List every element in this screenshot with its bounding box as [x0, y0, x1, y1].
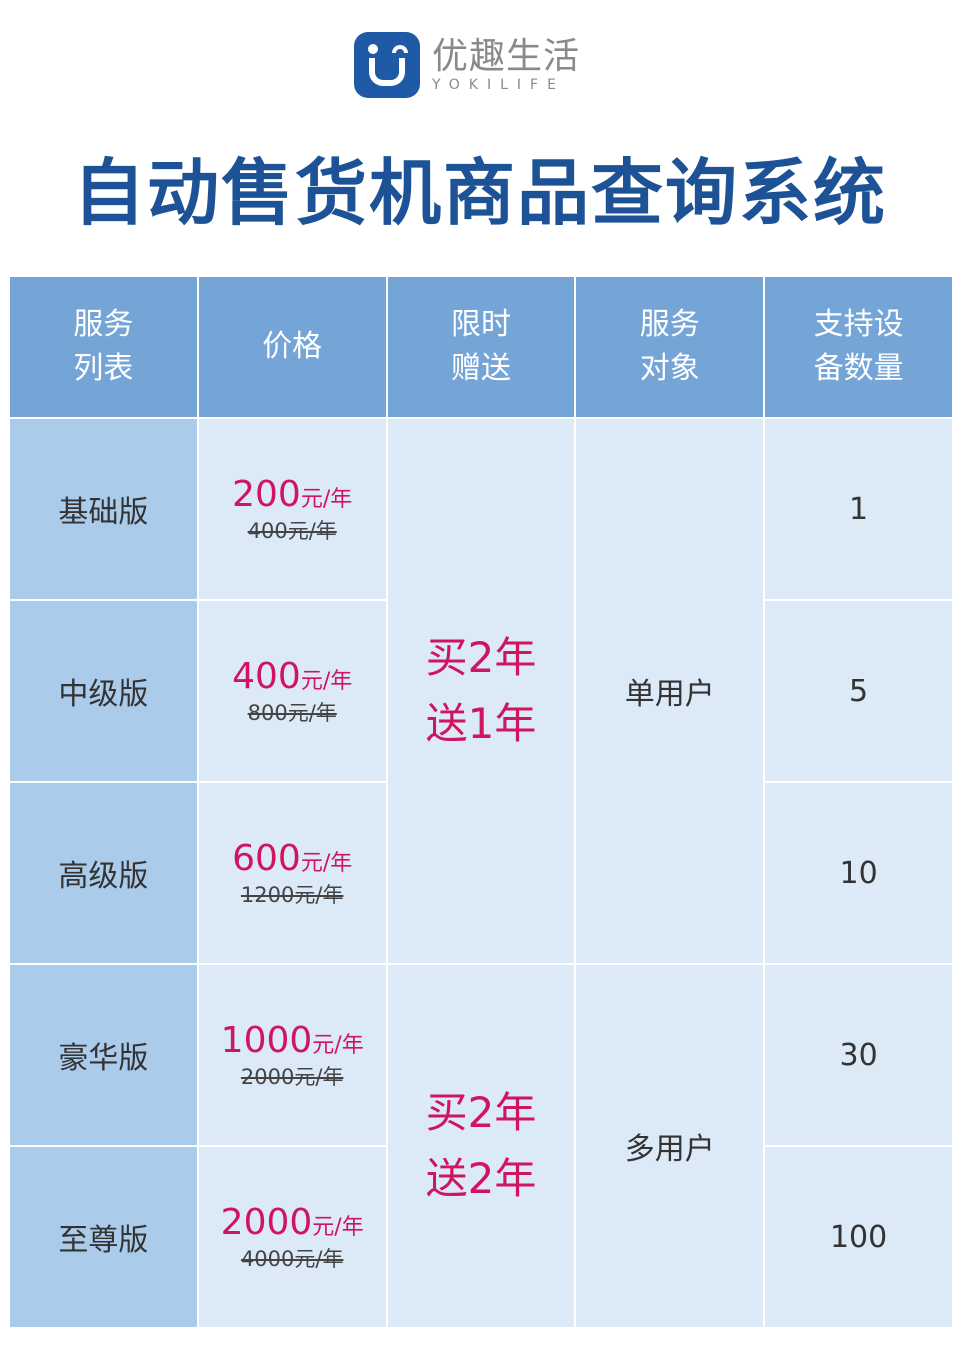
price-current: 400元/年	[232, 655, 353, 697]
price-current: 1000元/年	[220, 1019, 364, 1061]
price-cell: 600元/年 1200元/年	[196, 781, 388, 965]
header-cell: 服务 对象	[574, 275, 766, 419]
gift-cell: 买2年 送1年	[385, 417, 577, 965]
header-cell: 服务 列表	[8, 275, 199, 419]
logo-smile-icon	[354, 32, 420, 98]
price-original: 4000元/年	[240, 1246, 344, 1271]
plan-name: 至尊版	[8, 1145, 199, 1329]
header-cell: 价格	[196, 275, 388, 419]
price-original: 1200元/年	[240, 882, 344, 907]
logo-en: YOKILIFE	[432, 77, 565, 93]
page-title: 自动售货机商品查询系统	[72, 150, 887, 235]
plan-name: 高级版	[8, 781, 199, 965]
gift-cell: 买2年 送2年	[385, 963, 577, 1329]
price-cell: 1000元/年 2000元/年	[196, 963, 388, 1147]
price-original: 800元/年	[247, 700, 337, 725]
device-count: 100	[763, 1145, 954, 1329]
price-cell: 2000元/年 4000元/年	[196, 1145, 388, 1329]
logo: 优趣生活 YOKILIFE	[354, 32, 580, 98]
plan-name: 中级版	[8, 599, 199, 783]
logo-cn: 优趣生活	[432, 36, 581, 77]
price-original: 400元/年	[247, 518, 337, 543]
table-row: 高级版 600元/年 1200元/年 10	[8, 781, 954, 965]
price-cell: 200元/年 400元/年	[196, 417, 388, 601]
price-current: 600元/年	[232, 837, 353, 879]
price-original: 2000元/年	[240, 1064, 344, 1089]
plan-name: 基础版	[8, 417, 199, 601]
device-count: 5	[763, 599, 954, 783]
target-cell: 多用户	[574, 963, 766, 1329]
device-count: 10	[763, 781, 954, 965]
price-current: 2000元/年	[220, 1201, 364, 1243]
table-row: 基础版 200元/年 400元/年 买2年 送1年 单用户 1	[8, 417, 954, 965]
price-cell: 400元/年 800元/年	[196, 599, 388, 783]
device-count: 1	[763, 417, 954, 601]
table-row: 豪华版 1000元/年 2000元/年 买2年 送2年 多用户 30	[8, 963, 954, 1329]
table-header: 服务 列表 价格 限时 赠送 服务 对象 支持设 备数量	[8, 275, 954, 419]
table-row: 中级版 400元/年 800元/年 5	[8, 599, 954, 783]
table-row: 至尊版 2000元/年 4000元/年 100	[8, 1145, 954, 1329]
target-cell: 单用户	[574, 417, 766, 965]
plan-name: 豪华版	[8, 963, 199, 1147]
pricing-table: 服务 列表 价格 限时 赠送 服务 对象 支持设 备数量 基础版 200元/年 400元/…	[8, 275, 954, 1329]
header-cell: 限时 赠送	[385, 275, 577, 419]
header-cell: 支持设 备数量	[763, 275, 954, 419]
device-count: 30	[763, 963, 954, 1147]
price-current: 200元/年	[232, 473, 353, 515]
